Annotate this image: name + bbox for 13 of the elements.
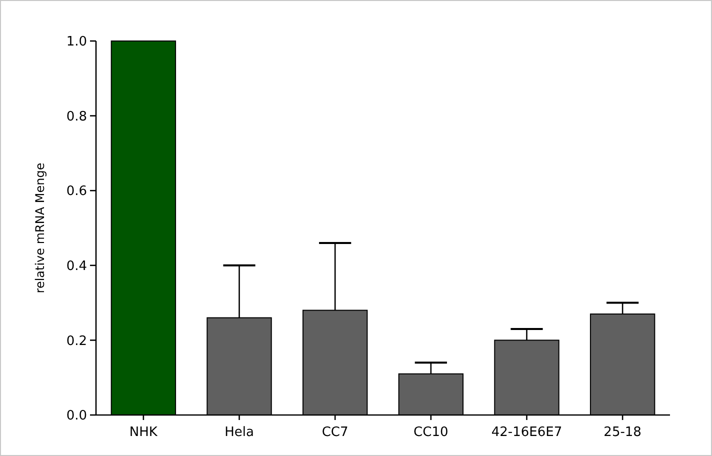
x-tick-label: 42-16E6E7 (491, 425, 562, 440)
y-tick-label: 0.6 (66, 184, 87, 200)
y-axis-title: relative mRNA Menge (33, 162, 47, 294)
y-tick-label: 0.8 (66, 109, 87, 124)
y-tick-label: 0.4 (66, 258, 87, 274)
y-tick-label: 1.0 (66, 34, 87, 50)
x-tick-label: CC7 (322, 425, 348, 440)
x-tick-label: Hela (224, 425, 254, 440)
x-tick-label: NHK (129, 425, 158, 440)
y-tick-label: 0.0 (66, 408, 87, 424)
x-tick-label: 25-18 (604, 425, 642, 440)
y-tick-label: 0.2 (66, 334, 87, 349)
x-tick-label: CC10 (414, 425, 448, 440)
